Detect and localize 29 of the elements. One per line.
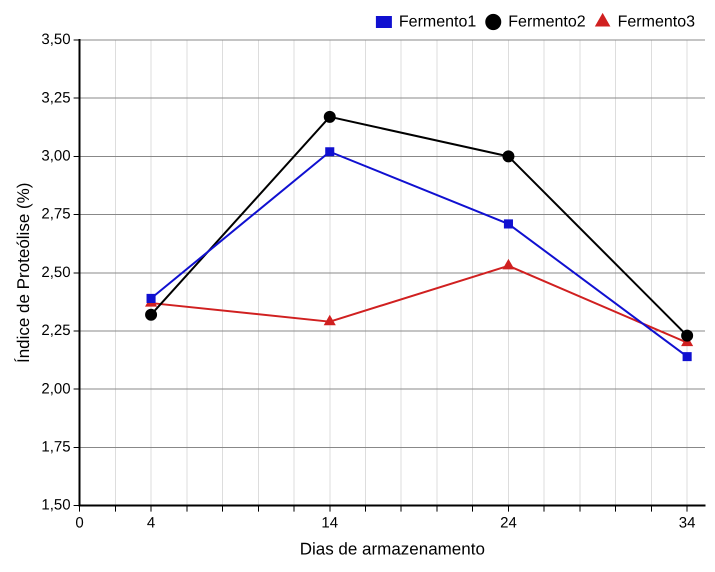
point (681, 330, 694, 342)
y-tick-label: 2,25 (41, 322, 71, 340)
y-axis-title: Índice de Proteólise (%) (14, 182, 33, 364)
y-tick-label: 3,50 (41, 31, 71, 48)
point (502, 150, 514, 162)
y-tick-label: 2,50 (41, 264, 71, 281)
point (324, 316, 336, 326)
legend-label: Fermento2 (508, 13, 586, 30)
point (145, 308, 158, 321)
y-tick-label: 1,75 (41, 438, 71, 456)
x-tick-label: 4 (146, 514, 156, 532)
point (504, 219, 513, 228)
y-tick-label: 3,00 (41, 148, 71, 165)
point (146, 294, 156, 303)
point (503, 260, 514, 270)
legend-label: Fermento3 (618, 13, 696, 30)
y-tick-label: 2,00 (41, 380, 71, 398)
legend-label: Fermento1 (398, 13, 476, 30)
x-tick-label: 24 (500, 514, 517, 532)
x-tick-label: 34 (678, 514, 696, 532)
y-tick-label: 1,50 (41, 496, 71, 514)
y-tick-label: 2,75 (41, 206, 71, 223)
x-axis-title: Dias de armazenamento (300, 539, 485, 558)
point (324, 110, 336, 123)
y-tick-label: 3,25 (41, 89, 71, 106)
x-tick-label: 0 (75, 514, 84, 532)
point (325, 147, 334, 156)
point (682, 352, 692, 362)
x-tick-label: 14 (321, 514, 338, 532)
